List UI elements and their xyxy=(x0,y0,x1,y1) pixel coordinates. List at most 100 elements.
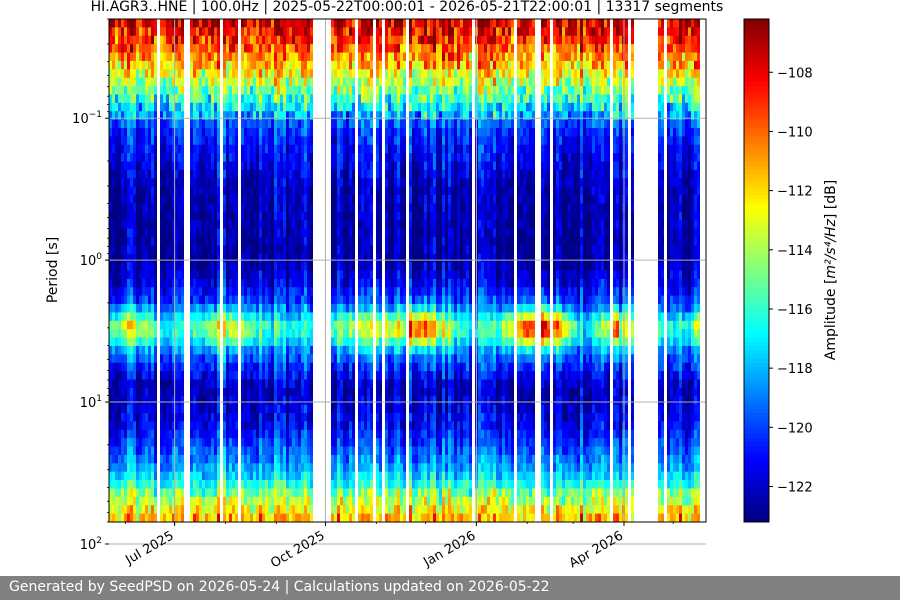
heatmap-cell xyxy=(178,438,181,447)
heatmap-cell xyxy=(376,186,379,196)
heatmap-cell xyxy=(307,102,310,112)
heatmap-cell xyxy=(190,102,193,112)
heatmap-cell xyxy=(265,102,268,112)
heatmap-cell xyxy=(235,203,238,213)
heatmap-cell xyxy=(181,119,184,129)
heatmap-cell xyxy=(340,94,343,104)
heatmap-cell xyxy=(346,413,349,422)
heatmap-cell xyxy=(175,320,178,330)
heatmap-cell xyxy=(208,169,211,179)
heatmap-cell xyxy=(298,27,301,37)
heatmap-cell xyxy=(142,44,145,53)
heatmap-cell xyxy=(202,413,205,422)
heatmap-cell xyxy=(124,496,127,506)
heatmap-cell xyxy=(376,513,379,523)
heatmap-cell xyxy=(358,161,361,171)
heatmap-cell xyxy=(385,94,388,104)
heatmap-cell xyxy=(160,438,163,447)
heatmap-cell xyxy=(274,379,277,389)
heatmap-cell xyxy=(304,52,307,62)
heatmap-cell xyxy=(211,119,214,129)
heatmap-cell xyxy=(343,211,346,221)
heatmap-cell xyxy=(298,379,301,389)
heatmap-cell xyxy=(178,429,181,439)
heatmap-cell xyxy=(265,77,268,87)
heatmap-cell xyxy=(259,387,262,397)
heatmap-cell xyxy=(166,379,169,389)
heatmap-cell xyxy=(289,35,292,45)
heatmap-cell xyxy=(217,186,220,196)
heatmap-cell xyxy=(196,304,199,313)
heatmap-cell xyxy=(214,60,217,70)
heatmap-cell xyxy=(211,463,214,473)
heatmap-cell xyxy=(268,236,271,246)
heatmap-cell xyxy=(352,253,355,263)
heatmap-cell xyxy=(364,111,367,120)
heatmap-cell xyxy=(331,320,334,330)
heatmap-cell xyxy=(121,454,124,464)
heatmap-cell xyxy=(397,463,400,473)
heatmap-cell xyxy=(112,480,115,489)
heatmap-cell xyxy=(139,86,142,95)
heatmap-cell xyxy=(139,169,142,179)
heatmap-cell xyxy=(277,153,280,162)
heatmap-cell xyxy=(283,454,286,464)
heatmap-cell xyxy=(199,245,202,255)
heatmap-cell xyxy=(268,44,271,53)
heatmap-cell xyxy=(190,86,193,95)
heatmap-cell xyxy=(298,52,301,62)
heatmap-cell xyxy=(229,69,232,79)
heatmap-cell xyxy=(229,178,232,188)
heatmap-cell xyxy=(181,379,184,389)
heatmap-cell xyxy=(235,253,238,263)
heatmap-cell xyxy=(334,44,337,53)
heatmap-cell xyxy=(337,69,340,79)
heatmap-cell xyxy=(163,513,166,523)
heatmap-cell xyxy=(286,35,289,45)
heatmap-cell xyxy=(217,429,220,439)
heatmap-cell xyxy=(358,329,361,338)
heatmap-cell xyxy=(136,413,139,422)
heatmap-cell xyxy=(205,253,208,263)
heatmap-cell xyxy=(259,161,262,171)
heatmap-cell xyxy=(142,35,145,45)
heatmap-cell xyxy=(241,471,244,481)
heatmap-cell xyxy=(199,35,202,45)
heatmap-cell xyxy=(118,153,121,162)
heatmap-cell xyxy=(295,119,298,129)
heatmap-cell xyxy=(259,44,262,53)
heatmap-cell xyxy=(298,438,301,447)
heatmap-cell xyxy=(193,446,196,456)
heatmap-cell xyxy=(190,379,193,389)
heatmap-cell xyxy=(361,203,364,213)
heatmap-cell xyxy=(331,69,334,79)
heatmap-cell xyxy=(190,488,193,498)
heatmap-cell xyxy=(154,35,157,45)
heatmap-cell xyxy=(394,52,397,62)
heatmap-cell xyxy=(283,211,286,221)
heatmap-cell xyxy=(352,77,355,87)
heatmap-cell xyxy=(307,446,310,456)
heatmap-cell xyxy=(190,144,193,154)
heatmap-cell xyxy=(298,69,301,79)
heatmap-cell xyxy=(358,404,361,414)
heatmap-cell xyxy=(172,362,175,372)
heatmap-cell xyxy=(289,454,292,464)
heatmap-cell xyxy=(130,262,133,271)
heatmap-cell xyxy=(289,513,292,523)
heatmap-cell xyxy=(367,186,370,196)
heatmap-cell xyxy=(196,320,199,330)
heatmap-cell xyxy=(283,245,286,255)
heatmap-cell xyxy=(286,136,289,146)
heatmap-cell xyxy=(160,211,163,221)
heatmap-cell xyxy=(202,236,205,246)
heatmap-cell xyxy=(370,144,373,154)
heatmap-cell xyxy=(352,463,355,473)
heatmap-cell xyxy=(310,111,313,120)
heatmap-cell xyxy=(139,505,142,515)
heatmap-cell xyxy=(358,228,361,238)
heatmap-cell xyxy=(166,480,169,489)
heatmap-cell xyxy=(283,429,286,439)
heatmap-cell xyxy=(364,480,367,489)
heatmap-cell xyxy=(310,304,313,313)
